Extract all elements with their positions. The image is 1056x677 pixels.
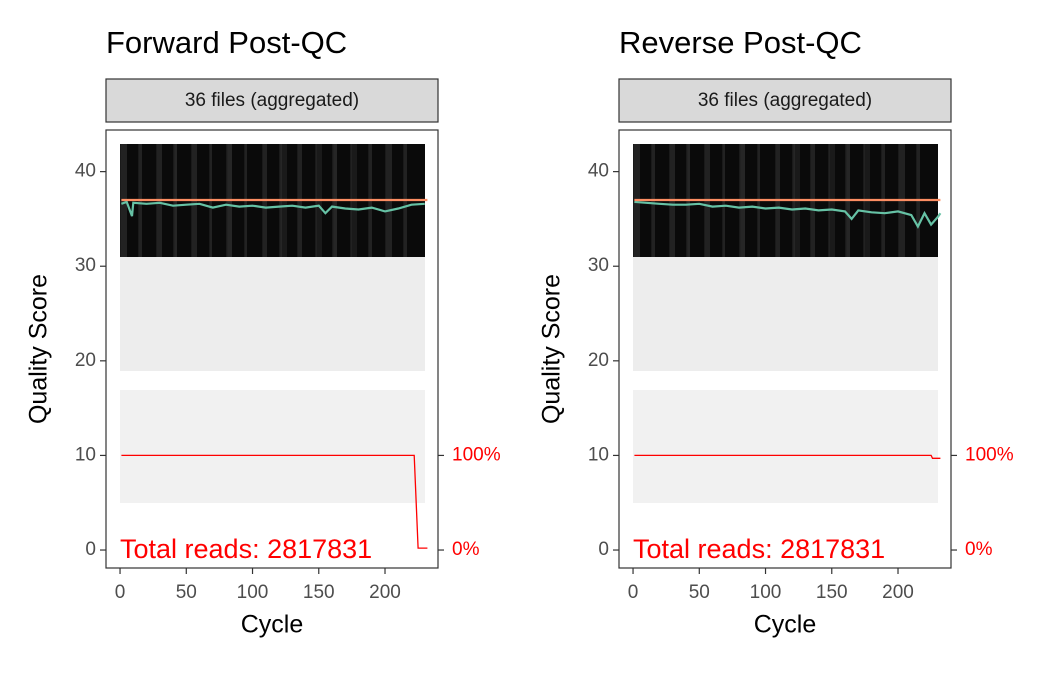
x-tick-label: 200: [369, 582, 401, 603]
series-line: [634, 200, 942, 229]
strip-label: 36 files (aggregated): [185, 90, 359, 111]
heat-band: [120, 390, 425, 503]
chart-title: Forward Post-QC: [106, 25, 347, 60]
strip-label: 36 files (aggregated): [698, 90, 872, 111]
x-tick-label: 150: [816, 582, 848, 603]
y-tick-label: 0: [85, 539, 96, 560]
y2-tick-label: 0%: [965, 539, 993, 560]
x-tick-label: 0: [628, 582, 639, 603]
y-tick-label: 10: [75, 444, 96, 465]
x-axis-label: Cycle: [754, 611, 817, 639]
y-axis-label: Quality Score: [25, 274, 53, 424]
strip: [618, 78, 952, 123]
annotation: Total reads: 2817831: [120, 534, 372, 564]
y-tick-label: 30: [75, 255, 96, 276]
annotation: Total reads: 2817831: [633, 534, 885, 564]
panel-border: [618, 129, 952, 569]
heat-band: [633, 390, 938, 503]
y-axis-label: Quality Score: [538, 274, 566, 424]
y-tick-label: 0: [598, 539, 609, 560]
y2-tick-label: 100%: [965, 444, 1014, 465]
panel-border: [105, 129, 439, 569]
series-line: [634, 454, 941, 459]
x-axis-label: Cycle: [241, 611, 304, 639]
x-tick-label: 0: [115, 582, 126, 603]
x-tick-label: 200: [882, 582, 914, 603]
series-line: [121, 200, 425, 217]
y-tick-label: 40: [75, 161, 96, 182]
strip: [105, 78, 439, 123]
y2-tick-label: 0%: [452, 539, 480, 560]
x-tick-label: 150: [303, 582, 335, 603]
x-tick-label: 50: [689, 582, 710, 603]
x-tick-label: 100: [750, 582, 782, 603]
y-tick-label: 20: [588, 350, 609, 371]
y-tick-label: 10: [588, 444, 609, 465]
y-tick-label: 20: [75, 350, 96, 371]
heat-band: [633, 257, 938, 371]
chart-title: Reverse Post-QC: [619, 25, 862, 60]
y-tick-label: 40: [588, 161, 609, 182]
heat-band: [120, 257, 425, 371]
y2-tick-label: 100%: [452, 444, 501, 465]
x-tick-label: 50: [176, 582, 197, 603]
series-line: [121, 454, 428, 549]
x-tick-label: 100: [237, 582, 269, 603]
y-tick-label: 30: [588, 255, 609, 276]
